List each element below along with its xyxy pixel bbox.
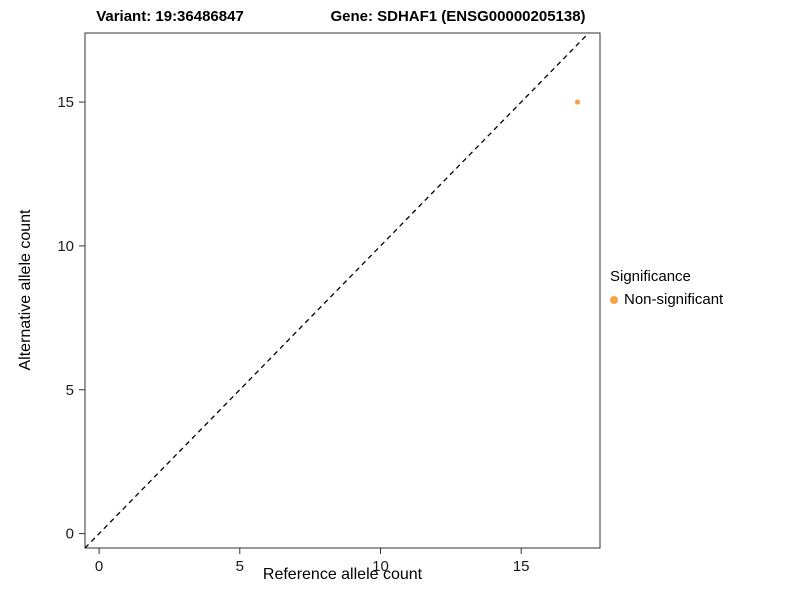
legend-entry-label: Non-significant [624, 291, 724, 308]
svg-text:15: 15 [513, 558, 530, 575]
svg-text:15: 15 [57, 94, 74, 111]
legend-entry-non-significant: Non-significant [610, 291, 723, 308]
legend-title: Significance [610, 268, 691, 285]
x-axis-title: Reference allele count [262, 566, 423, 583]
svg-text:0: 0 [66, 526, 74, 543]
y-axis-title: Alternative allele count [17, 209, 34, 371]
x-axis-ticks: 0 5 10 15 [95, 548, 530, 575]
plot-panel [84, 32, 601, 549]
y-axis-ticks: 0 5 10 15 [57, 94, 85, 543]
data-points [574, 99, 581, 105]
legend-swatch-circle-icon [610, 295, 618, 304]
svg-text:10: 10 [57, 238, 74, 255]
identity-dashed-line [84, 32, 590, 549]
legend: Significance Non-significant [610, 268, 723, 308]
svg-text:10: 10 [372, 558, 389, 575]
gene-title: Gene: SDHAF1 (ENSG00000205138) [330, 8, 586, 25]
svg-text:5: 5 [66, 382, 74, 399]
svg-text:5: 5 [236, 558, 244, 575]
variant-title: Variant: 19:36486847 [96, 8, 244, 25]
svg-text:0: 0 [95, 558, 103, 575]
